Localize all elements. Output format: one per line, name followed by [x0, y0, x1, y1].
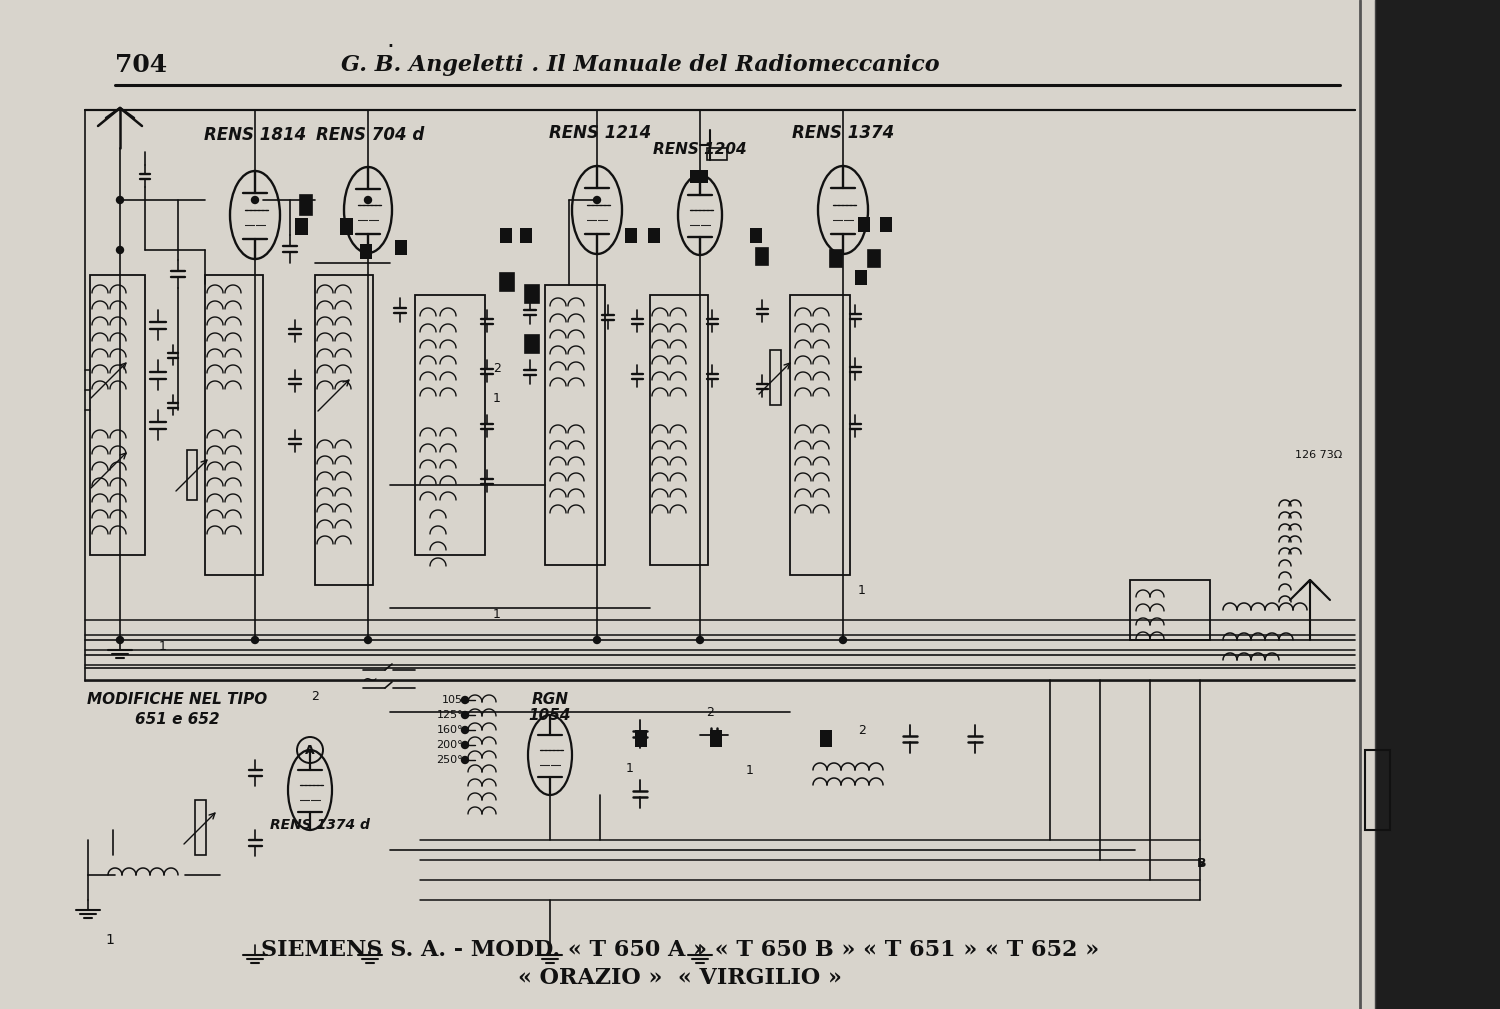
Circle shape: [462, 712, 468, 717]
Bar: [790, 295, 850, 575]
Text: « ORAZIO »  « VIRGILIO »: « ORAZIO » « VIRGILIO »: [518, 967, 842, 989]
Bar: [188, 450, 196, 500]
Text: MODIFICHE NEL TIPO: MODIFICHE NEL TIPO: [87, 692, 267, 707]
Text: 2: 2: [706, 705, 714, 718]
Circle shape: [462, 743, 468, 748]
Text: SIEMENS S. A. - MODD. « T 650 A » « T 650 B » « T 651 » « T 652 »: SIEMENS S. A. - MODD. « T 650 A » « T 65…: [261, 939, 1100, 961]
Bar: [634, 730, 646, 747]
Bar: [880, 217, 892, 232]
Bar: [544, 285, 604, 565]
Bar: [206, 275, 262, 575]
Circle shape: [462, 697, 468, 702]
Bar: [710, 730, 722, 747]
Text: B: B: [1197, 858, 1206, 870]
Bar: [650, 295, 708, 565]
Text: 1: 1: [626, 763, 634, 776]
Text: RGN: RGN: [531, 692, 568, 707]
Bar: [855, 270, 867, 285]
Circle shape: [462, 757, 468, 764]
Bar: [648, 228, 660, 243]
Circle shape: [594, 197, 600, 204]
Text: 1: 1: [746, 764, 754, 777]
Bar: [500, 273, 514, 291]
Text: 1054: 1054: [528, 707, 572, 722]
Circle shape: [462, 727, 468, 733]
Bar: [626, 228, 638, 243]
Bar: [756, 248, 768, 265]
Text: 1: 1: [494, 391, 501, 405]
Text: 160°: 160°: [436, 725, 463, 735]
Circle shape: [462, 758, 468, 763]
Text: ~: ~: [362, 671, 378, 689]
Circle shape: [117, 637, 123, 644]
Text: RENS 1814: RENS 1814: [204, 126, 306, 144]
Circle shape: [696, 637, 703, 644]
Text: A: A: [304, 744, 315, 757]
Circle shape: [594, 637, 600, 644]
Text: 651 e 652: 651 e 652: [135, 712, 219, 727]
Text: RENS 1374: RENS 1374: [792, 124, 894, 142]
Circle shape: [364, 637, 372, 644]
Text: 1: 1: [494, 607, 501, 621]
Text: 125°: 125°: [436, 710, 463, 720]
Text: 200°: 200°: [436, 740, 463, 750]
Bar: [690, 170, 708, 183]
Circle shape: [117, 197, 123, 204]
Circle shape: [117, 246, 123, 253]
Text: 2: 2: [310, 690, 320, 703]
Text: 1: 1: [858, 583, 865, 596]
Bar: [195, 800, 206, 855]
Bar: [750, 228, 762, 243]
Bar: [858, 217, 870, 232]
Bar: [315, 275, 374, 585]
Circle shape: [252, 197, 258, 204]
Circle shape: [462, 726, 468, 734]
Text: .: .: [386, 28, 394, 52]
Bar: [90, 275, 146, 555]
Text: RENS 704 d: RENS 704 d: [316, 126, 424, 144]
Text: RENS 1214: RENS 1214: [549, 124, 651, 142]
Text: 2: 2: [494, 361, 501, 374]
Bar: [1130, 580, 1210, 640]
Bar: [360, 244, 372, 259]
Bar: [525, 285, 538, 303]
Bar: [1365, 750, 1390, 830]
Circle shape: [462, 711, 468, 718]
Text: RENS 1374 d: RENS 1374 d: [270, 818, 370, 832]
Bar: [520, 228, 532, 243]
Bar: [340, 218, 352, 235]
Text: 1: 1: [105, 933, 114, 947]
Circle shape: [364, 197, 372, 204]
Bar: [296, 218, 307, 235]
Bar: [416, 295, 484, 555]
Text: 1: 1: [159, 641, 166, 654]
Text: 704: 704: [116, 53, 166, 77]
Circle shape: [462, 696, 468, 703]
Bar: [1376, 0, 1500, 1009]
Bar: [770, 350, 780, 405]
Text: 2: 2: [858, 723, 865, 737]
Circle shape: [462, 742, 468, 749]
Text: 126 73Ω: 126 73Ω: [1294, 450, 1342, 460]
Circle shape: [840, 637, 846, 644]
Text: 105: 105: [442, 695, 464, 705]
Bar: [525, 335, 538, 353]
Bar: [394, 240, 406, 255]
Circle shape: [252, 637, 258, 644]
Bar: [706, 148, 728, 160]
Text: RENS 1204: RENS 1204: [652, 142, 747, 157]
Text: 250°: 250°: [436, 755, 463, 765]
Bar: [868, 250, 880, 267]
Bar: [821, 730, 833, 747]
Text: G. B. Angeletti . Il Manuale del Radiomeccanico: G. B. Angeletti . Il Manuale del Radiome…: [340, 54, 939, 76]
Bar: [500, 228, 512, 243]
Bar: [830, 250, 842, 267]
Bar: [300, 195, 312, 215]
